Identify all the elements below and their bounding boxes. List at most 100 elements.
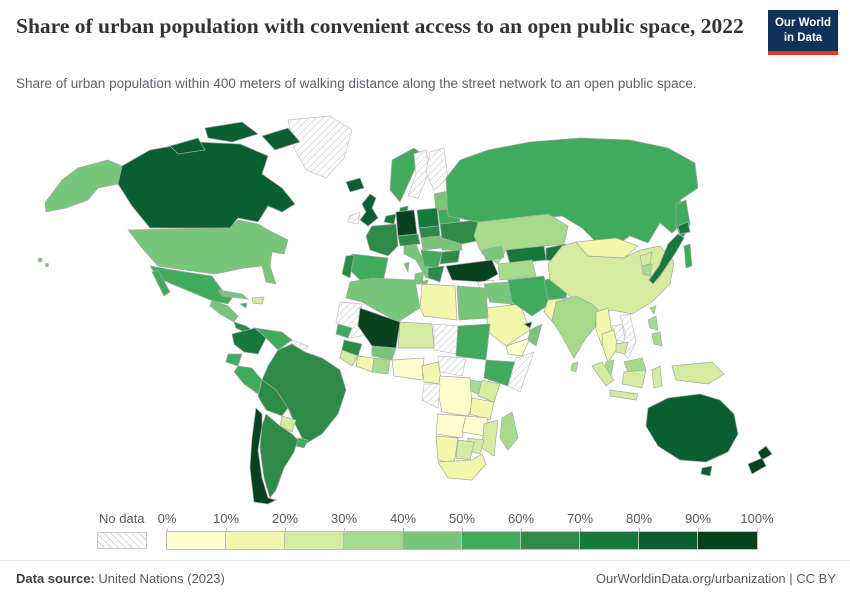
country-libya[interactable]	[419, 283, 458, 321]
country-mozambique[interactable]	[481, 419, 499, 457]
country-senegal[interactable]	[335, 323, 353, 339]
legend-bin-8[interactable]	[639, 532, 698, 549]
country-bulgaria[interactable]	[439, 249, 461, 265]
country-philippines1[interactable]	[647, 315, 659, 331]
country-drc[interactable]	[437, 375, 473, 417]
country-thailand[interactable]	[601, 329, 619, 363]
country-skorea[interactable]	[641, 263, 653, 277]
country-venezuela[interactable]	[253, 327, 293, 351]
country-benelux[interactable]	[383, 213, 397, 225]
country-ivorycoast[interactable]	[355, 355, 375, 373]
country-iceland[interactable]	[345, 177, 365, 193]
country-mexico[interactable]	[149, 265, 233, 305]
country-chad[interactable]	[433, 323, 459, 355]
country-baja[interactable]	[151, 269, 171, 297]
country-turkmenistan[interactable]	[497, 259, 537, 281]
country-sulawesi[interactable]	[651, 365, 663, 389]
country-egypt[interactable]	[456, 285, 489, 321]
country-malaysia-borneo[interactable]	[623, 357, 647, 373]
country-canada[interactable]	[117, 141, 296, 229]
legend-bin-9[interactable]	[698, 532, 757, 549]
country-sierra-liberia[interactable]	[339, 349, 359, 367]
country-sweden[interactable]	[407, 149, 431, 199]
country-tunisia[interactable]	[413, 271, 425, 285]
country-sakhalin[interactable]	[683, 243, 693, 269]
country-java[interactable]	[609, 389, 639, 401]
country-usa[interactable]	[127, 219, 289, 285]
country-nz-south[interactable]	[747, 457, 767, 475]
owid-logo[interactable]: Our World in Data	[768, 10, 838, 55]
country-car[interactable]	[437, 355, 467, 377]
country-somalia[interactable]	[507, 351, 535, 393]
country-namibia[interactable]	[435, 435, 459, 465]
country-canada-arctic3[interactable]	[169, 137, 206, 155]
country-sumatra[interactable]	[591, 361, 615, 387]
country-southafrica[interactable]	[437, 453, 487, 481]
country-hawaii2[interactable]	[45, 263, 49, 267]
country-iraq[interactable]	[483, 281, 513, 305]
country-argentina[interactable]	[259, 413, 299, 499]
country-ghana-benin[interactable]	[371, 357, 391, 375]
country-cambodia[interactable]	[615, 341, 629, 355]
country-alaska[interactable]	[44, 159, 123, 213]
country-greenland[interactable]	[287, 115, 353, 179]
country-philippines2[interactable]	[651, 331, 663, 347]
legend-no-data-swatch[interactable]	[97, 532, 147, 549]
country-norway[interactable]	[389, 147, 423, 203]
country-congo-gabon[interactable]	[421, 383, 441, 409]
country-poland[interactable]	[416, 207, 440, 229]
country-nkorea[interactable]	[639, 251, 653, 267]
country-botswana[interactable]	[455, 439, 475, 461]
country-oman[interactable]	[527, 323, 543, 347]
country-nz-north[interactable]	[757, 445, 773, 461]
country-mongolia[interactable]	[575, 237, 639, 259]
legend-bin-0[interactable]	[167, 532, 226, 549]
country-madagascar[interactable]	[499, 411, 519, 451]
country-taiwan[interactable]	[649, 305, 657, 315]
country-finland[interactable]	[425, 147, 449, 191]
country-srilanka[interactable]	[570, 361, 579, 373]
country-canada-arctic1[interactable]	[204, 121, 259, 143]
country-nigeria[interactable]	[391, 357, 425, 381]
legend-bin-7[interactable]	[580, 532, 639, 549]
country-tasmania[interactable]	[700, 465, 713, 477]
country-angola[interactable]	[435, 413, 467, 439]
country-ireland[interactable]	[347, 211, 361, 225]
country-algeria[interactable]	[361, 277, 421, 323]
license-link[interactable]: OurWorldinData.org/urbanization | CC BY	[595, 571, 836, 586]
country-ecuador[interactable]	[225, 353, 243, 367]
country-canada-arctic2[interactable]	[261, 127, 301, 151]
legend-bin-2[interactable]	[285, 532, 344, 549]
country-alpine[interactable]	[397, 233, 421, 247]
country-sudan[interactable]	[455, 323, 491, 361]
country-paraguay[interactable]	[279, 415, 297, 433]
country-australia[interactable]	[645, 393, 739, 463]
country-new-guinea[interactable]	[671, 361, 725, 385]
country-jamaica[interactable]	[239, 302, 248, 309]
country-portugal[interactable]	[341, 254, 355, 279]
country-niger[interactable]	[397, 321, 435, 349]
country-hawaii[interactable]	[37, 257, 43, 263]
country-uk[interactable]	[359, 193, 379, 227]
country-japan[interactable]	[648, 233, 685, 285]
legend-bin-3[interactable]	[344, 532, 403, 549]
country-kenya[interactable]	[477, 379, 501, 403]
country-turkey[interactable]	[445, 259, 499, 283]
country-greece[interactable]	[427, 265, 445, 283]
country-france[interactable]	[365, 223, 399, 257]
country-india[interactable]	[551, 295, 603, 359]
country-caucasus[interactable]	[481, 245, 505, 261]
legend-bin-4[interactable]	[403, 532, 462, 549]
country-hungary[interactable]	[420, 235, 443, 251]
legend-bin-5[interactable]	[462, 532, 521, 549]
country-tanzania[interactable]	[469, 397, 495, 421]
country-sardinia[interactable]	[403, 261, 410, 274]
country-uae[interactable]	[523, 321, 533, 329]
country-germany[interactable]	[395, 209, 418, 237]
country-iran[interactable]	[507, 275, 551, 317]
country-balkans[interactable]	[420, 249, 443, 269]
legend-bin-1[interactable]	[226, 532, 285, 549]
country-hispaniola[interactable]	[251, 296, 265, 305]
country-hokkaido[interactable]	[677, 221, 691, 235]
country-cuba[interactable]	[217, 289, 250, 300]
